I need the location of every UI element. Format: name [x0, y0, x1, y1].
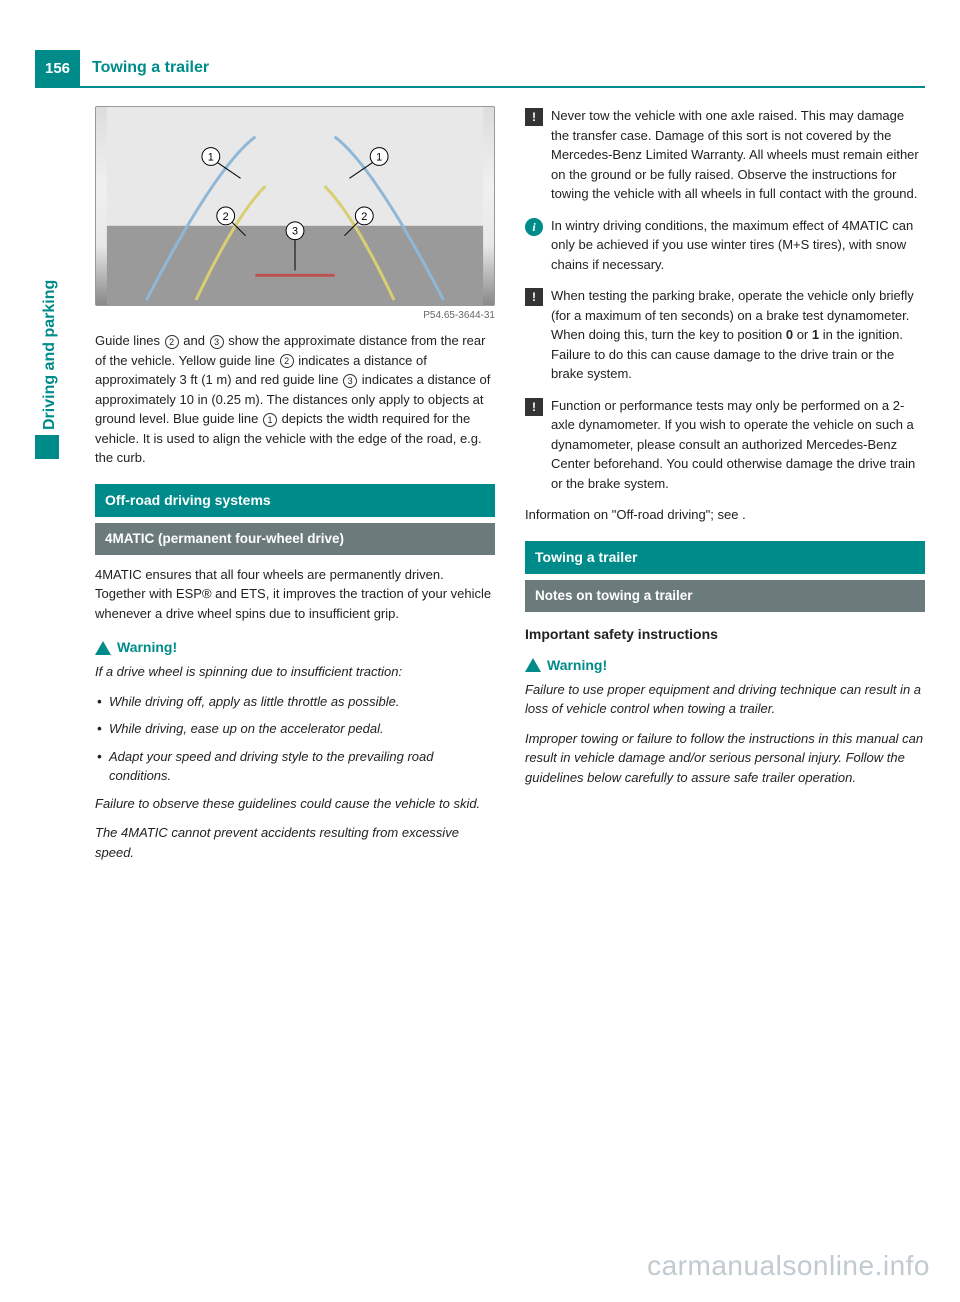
info-text: In wintry driving conditions, the maximu… — [551, 216, 925, 275]
caution-text: Never tow the vehicle with one axle rais… — [551, 106, 925, 204]
manual-page: 156 Towing a trailer Driving and parking — [0, 0, 960, 1302]
warning-label: Warning! — [117, 637, 177, 658]
4matic-paragraph: 4MATIC ensures that all four wheels are … — [95, 565, 495, 624]
caution-text: When testing the parking brake, operate … — [551, 286, 925, 384]
section-offroad: Off-road driving systems — [95, 484, 495, 517]
caution-text: Function or performance tests may only b… — [551, 396, 925, 494]
text: or — [793, 327, 812, 342]
text: Guide lines — [95, 333, 164, 348]
guide-lines-svg: 1 1 2 2 3 — [96, 107, 494, 305]
svg-text:2: 2 — [361, 211, 367, 223]
warning-body: If a drive wheel is spinning due to insu… — [95, 662, 495, 862]
caution-icon: ! — [525, 398, 543, 416]
left-column: 1 1 2 2 3 — [95, 106, 495, 872]
offroad-ref: Information on "Off-road driving"; see . — [525, 505, 925, 525]
caution-note-3: ! Function or performance tests may only… — [525, 396, 925, 494]
key-pos-0: 0 — [786, 327, 793, 342]
warning-icon — [525, 658, 541, 672]
side-tab: Driving and parking — [35, 170, 63, 450]
svg-text:2: 2 — [223, 211, 229, 223]
caution-icon: ! — [525, 288, 543, 306]
right-column: ! Never tow the vehicle with one axle ra… — [525, 106, 925, 872]
info-note: i In wintry driving conditions, the maxi… — [525, 216, 925, 275]
guide-line-paragraph: Guide lines 2 and 3 show the approximate… — [95, 331, 495, 468]
watermark: carmanualsonline.info — [647, 1245, 930, 1287]
callout-2: 2 — [165, 335, 179, 349]
info-icon: i — [525, 218, 543, 236]
warn-item: Adapt your speed and driving style to th… — [95, 747, 495, 786]
section-towing: Towing a trailer — [525, 541, 925, 574]
warn-item: While driving off, apply as little throt… — [95, 692, 495, 712]
rear-camera-image: 1 1 2 2 3 — [95, 106, 495, 306]
rear-camera-figure: 1 1 2 2 3 — [95, 106, 495, 323]
callout-1: 1 — [263, 413, 277, 427]
caution-note: ! Never tow the vehicle with one axle ra… — [525, 106, 925, 204]
figure-caption: P54.65-3644-31 — [95, 308, 495, 323]
subsection-4matic: 4MATIC (permanent four-wheel drive) — [95, 523, 495, 555]
text: and — [180, 333, 209, 348]
warn-list: While driving off, apply as little throt… — [95, 692, 495, 786]
svg-text:1: 1 — [376, 151, 382, 163]
content-columns: 1 1 2 2 3 — [95, 106, 925, 872]
warning-label: Warning! — [547, 655, 607, 676]
warning-heading-2: Warning! — [525, 655, 925, 676]
warning-heading: Warning! — [95, 637, 495, 658]
caution-icon: ! — [525, 108, 543, 126]
safety-subhead: Important safety instructions — [525, 624, 925, 645]
warn-item: While driving, ease up on the accelerato… — [95, 719, 495, 739]
warn-p2: Failure to observe these guidelines coul… — [95, 794, 495, 814]
warning-icon — [95, 641, 111, 655]
callout-3: 3 — [210, 335, 224, 349]
svg-text:3: 3 — [292, 226, 298, 238]
warn2-p2: Improper towing or failure to follow the… — [525, 729, 925, 788]
side-tab-label: Driving and parking — [38, 280, 62, 430]
warn-p3: The 4MATIC cannot prevent accidents resu… — [95, 823, 495, 862]
header-title: Towing a trailer — [80, 50, 925, 88]
warn-intro: If a drive wheel is spinning due to insu… — [95, 662, 495, 682]
warn2-p1: Failure to use proper equipment and driv… — [525, 680, 925, 719]
callout-3b: 3 — [343, 374, 357, 388]
page-header: 156 Towing a trailer — [35, 50, 925, 88]
warning-body-2: Failure to use proper equipment and driv… — [525, 680, 925, 788]
caution-note-2: ! When testing the parking brake, operat… — [525, 286, 925, 384]
page-number: 156 — [35, 50, 80, 88]
side-tab-marker — [35, 435, 59, 459]
callout-2b: 2 — [280, 354, 294, 368]
svg-text:1: 1 — [208, 151, 214, 163]
subsection-towing-notes: Notes on towing a trailer — [525, 580, 925, 612]
